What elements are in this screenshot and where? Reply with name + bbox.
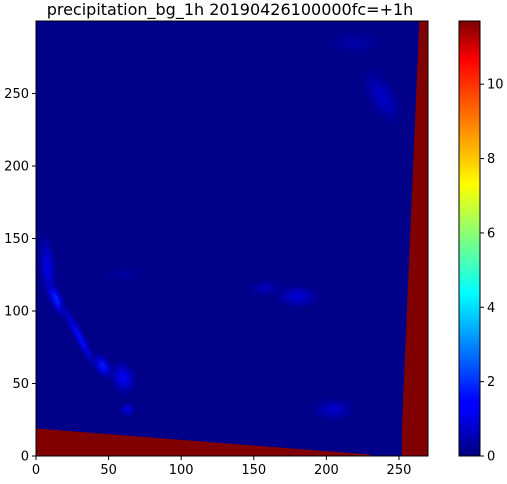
precip-feature-4-layer-3 bbox=[118, 371, 128, 384]
colorbar-gradient bbox=[459, 21, 480, 456]
x-tick-label: 150 bbox=[241, 463, 266, 478]
y-tick-label: 100 bbox=[4, 305, 29, 320]
precip-feature-7-layer-3 bbox=[259, 284, 272, 291]
missing-bottom-band bbox=[36, 428, 370, 456]
x-tick-label: 250 bbox=[387, 463, 412, 478]
colorbar-tick-label: 6 bbox=[487, 226, 495, 241]
precip-feature-2-layer-3 bbox=[72, 324, 87, 350]
y-tick-label: 50 bbox=[12, 377, 29, 392]
colorbar-tick-label: 10 bbox=[487, 78, 504, 93]
x-tick-label: 200 bbox=[314, 463, 339, 478]
y-tick-label: 0 bbox=[21, 450, 29, 465]
precip-feature-3-layer-3 bbox=[99, 361, 107, 371]
precip-feature-11-layer-3 bbox=[115, 271, 131, 278]
precip-feature-8-layer-3 bbox=[326, 405, 342, 414]
y-tick-label: 150 bbox=[4, 232, 29, 247]
precip-feature-9-layer-3 bbox=[374, 86, 389, 107]
heatmap-field bbox=[36, 21, 428, 456]
chart-title: precipitation_bg_1h 20190426100000fc=+1h bbox=[47, 0, 414, 20]
x-tick-label: 100 bbox=[169, 463, 194, 478]
precip-feature-10-layer-3 bbox=[345, 38, 366, 47]
precip-feature-0-layer-3 bbox=[44, 255, 51, 280]
colorbar-tick-label: 4 bbox=[487, 301, 495, 316]
x-tick-label: 0 bbox=[32, 463, 40, 478]
precip-feature-1-layer-3 bbox=[52, 293, 61, 306]
x-tick-label: 50 bbox=[100, 463, 117, 478]
colorbar-tick-label: 0 bbox=[487, 450, 495, 465]
y-tick-label: 200 bbox=[4, 160, 29, 175]
colorbar-tick-label: 8 bbox=[487, 152, 495, 167]
y-tick-label: 250 bbox=[4, 87, 29, 102]
precip-feature-5-layer-3 bbox=[124, 407, 131, 413]
heatmap-background bbox=[36, 21, 428, 456]
colorbar-tick-label: 2 bbox=[487, 375, 495, 390]
colorbar: 0 2 4 6 8 10 bbox=[458, 20, 504, 465]
colorbar-frame bbox=[458, 20, 481, 457]
missing-right-edge bbox=[401, 21, 428, 456]
precip-feature-6-layer-3 bbox=[289, 292, 305, 301]
